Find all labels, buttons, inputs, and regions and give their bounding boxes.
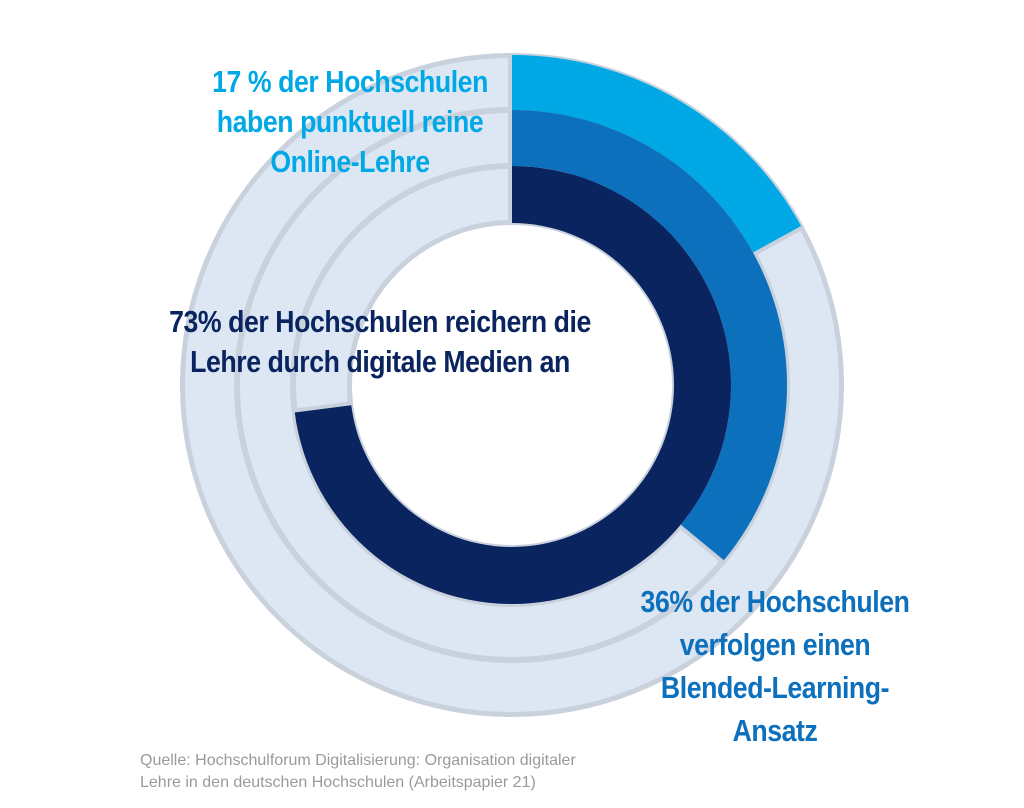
source-note: Quelle: Hochschulforum Digitalisierung: …	[140, 750, 740, 794]
ring-arcs	[294, 55, 802, 604]
label-online: 17 % der Hochschulen haben punktuell rei…	[178, 62, 522, 182]
arc-blended	[512, 110, 788, 561]
source-line: Lehre in den deutschen Hochschulen (Arbe…	[140, 774, 536, 791]
label-blended-line: Ansatz	[732, 713, 818, 748]
label-blended: 36% der Hochschulen verfolgen einen Blen…	[625, 580, 926, 752]
source-line: Quelle: Hochschulforum Digitalisierung: …	[140, 752, 576, 769]
label-blended-line: verfolgen einen	[679, 627, 871, 662]
label-medien-line: Lehre durch digitale Medien an	[190, 344, 570, 379]
label-blended-line: Blended-Learning-	[660, 670, 890, 705]
label-blended-line: 36% der Hochschulen	[640, 584, 910, 619]
label-online-line: haben punktuell reine	[216, 104, 484, 139]
label-medien: 73% der Hochschulen reichern die Lehre d…	[139, 302, 621, 382]
label-medien-line: 73% der Hochschulen reichern die	[169, 304, 591, 339]
label-online-line: 17 % der Hochschulen	[212, 64, 488, 99]
label-online-line: Online-Lehre	[270, 144, 430, 179]
arc-online	[512, 55, 802, 253]
